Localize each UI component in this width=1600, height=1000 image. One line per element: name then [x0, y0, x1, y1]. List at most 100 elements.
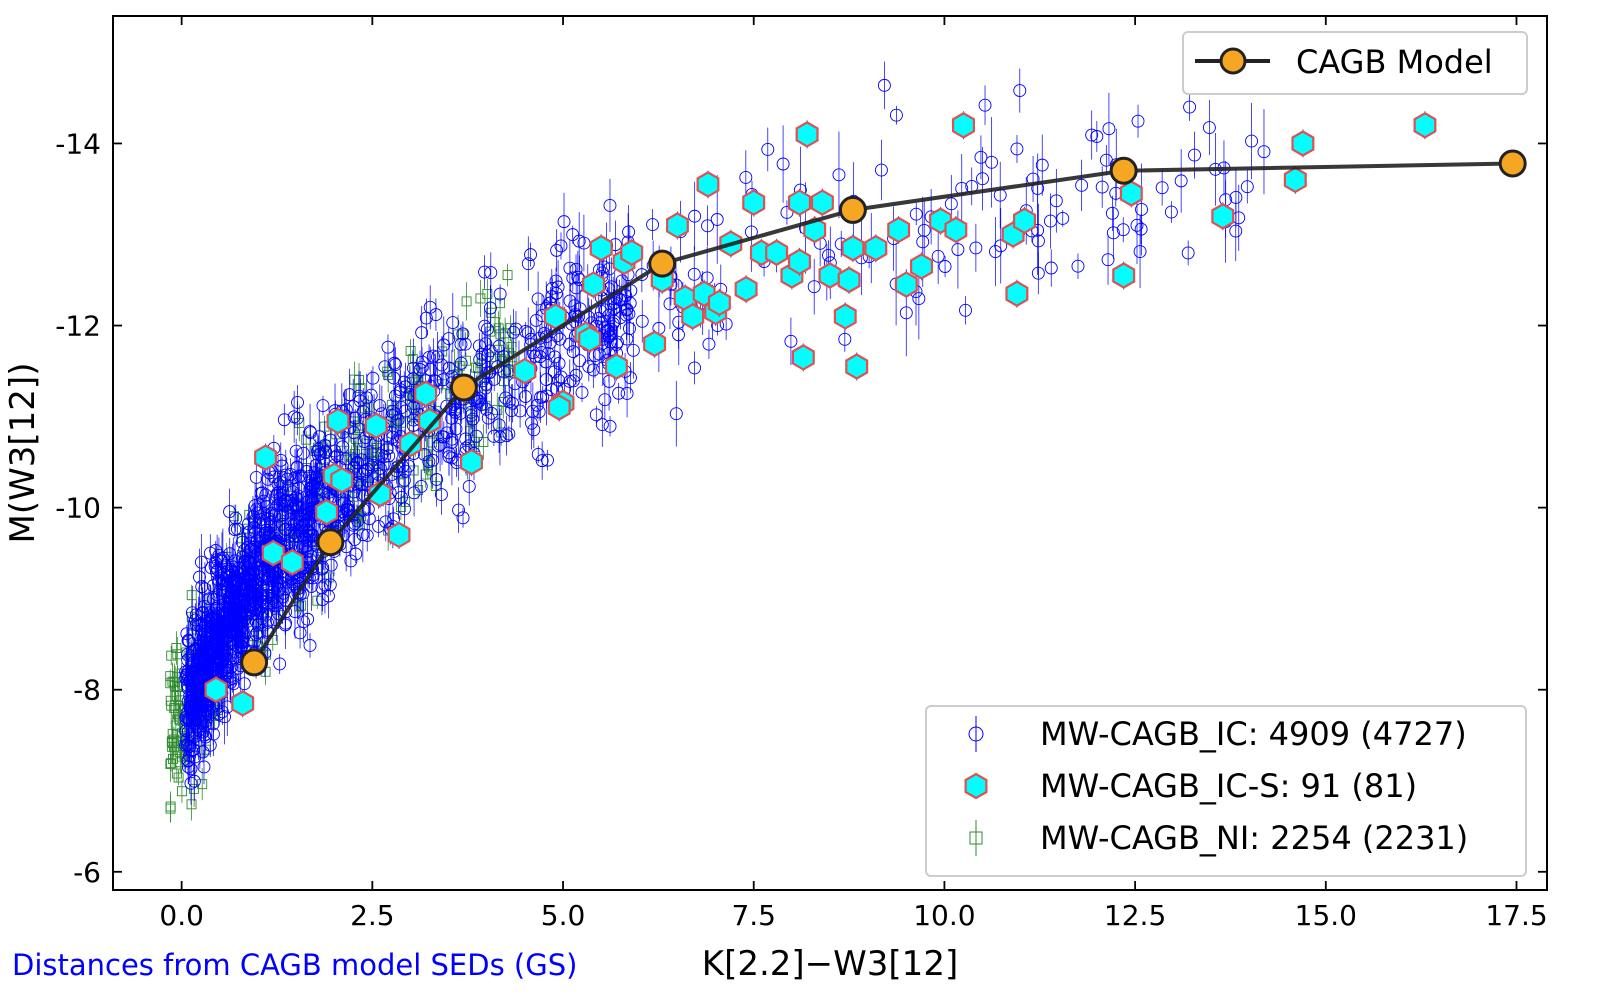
ic-marker — [493, 287, 507, 301]
ic-point — [180, 624, 194, 643]
ic-marker — [1245, 134, 1259, 148]
ic-point — [1085, 110, 1099, 160]
ic-point — [669, 380, 683, 447]
ic-point — [623, 283, 637, 323]
ni-marker — [400, 496, 411, 507]
ic-point — [603, 178, 617, 233]
ni-point — [173, 769, 184, 786]
ic-marker — [1131, 114, 1145, 128]
ic-point — [917, 198, 931, 263]
ic-point — [1102, 92, 1116, 165]
ic-point — [1257, 109, 1271, 195]
ic-point — [393, 363, 407, 421]
ic-marker — [549, 286, 563, 300]
ni-marker — [165, 801, 176, 812]
ic-marker — [373, 399, 387, 413]
ic-marker — [969, 241, 983, 255]
ic-point — [1181, 240, 1195, 266]
ni-point — [166, 646, 177, 666]
ic-marker — [612, 386, 626, 400]
ic-marker — [1035, 158, 1049, 172]
ic-marker — [985, 155, 999, 169]
ic-marker — [877, 78, 891, 92]
ic-marker — [1085, 128, 1099, 142]
ic-point — [688, 181, 702, 251]
ic-point — [702, 329, 716, 359]
ic-marker — [566, 228, 580, 242]
ni-point — [167, 736, 178, 750]
ic-marker — [541, 453, 554, 467]
ni-point — [470, 361, 481, 374]
ic-marker — [287, 410, 301, 424]
ic-marker — [336, 440, 350, 454]
ic-marker — [1102, 122, 1116, 136]
ic-marker — [623, 322, 636, 336]
ni-marker — [502, 270, 513, 281]
ic-marker — [595, 418, 609, 431]
ni-point — [176, 779, 187, 803]
ic-marker — [1090, 130, 1104, 143]
ic-marker — [531, 447, 545, 461]
ni-marker — [427, 437, 437, 448]
ic-marker — [456, 511, 470, 525]
ni-marker — [351, 434, 361, 444]
ic-marker — [557, 215, 571, 229]
ic-marker — [502, 395, 516, 408]
ic-point — [993, 161, 1007, 229]
ic-marker — [1116, 223, 1130, 237]
ic-marker — [286, 498, 300, 512]
ic-marker — [1202, 121, 1216, 135]
ic-marker — [272, 486, 286, 499]
ic-point — [586, 351, 600, 389]
ic-marker — [185, 606, 199, 620]
ic-marker — [1031, 234, 1045, 248]
ic-marker — [382, 449, 396, 463]
ic-marker — [395, 401, 409, 415]
ic-marker — [338, 507, 352, 521]
ic-marker — [541, 346, 555, 360]
ic-marker — [1031, 223, 1045, 237]
ic-marker — [277, 413, 291, 427]
ic-marker — [349, 547, 363, 561]
ic-marker — [548, 365, 561, 379]
ic-point — [382, 443, 396, 469]
ni-point — [427, 428, 437, 457]
ic-point — [472, 381, 486, 422]
ic-point — [573, 342, 587, 379]
ic-marker — [251, 618, 265, 632]
ic-marker — [1183, 100, 1197, 114]
ic-marker — [462, 479, 476, 493]
ic-marker — [442, 361, 456, 375]
ic-point — [1010, 134, 1024, 164]
ni-point — [461, 282, 472, 321]
ni-marker — [166, 650, 177, 661]
ic-marker — [446, 316, 460, 330]
ic-marker — [469, 429, 483, 443]
ic-point — [534, 372, 547, 423]
ic-point — [196, 741, 210, 763]
ic-marker — [1010, 142, 1024, 156]
ic-point — [974, 135, 988, 180]
ic-marker — [188, 750, 202, 764]
ic-marker — [507, 325, 521, 339]
ic-point — [456, 321, 470, 347]
ic-marker — [275, 508, 289, 522]
ic-point — [701, 205, 714, 247]
ic-marker — [322, 485, 336, 499]
ic-point — [1035, 134, 1049, 196]
ic-marker — [1181, 246, 1195, 260]
ni-marker — [165, 671, 176, 682]
ic-marker — [415, 326, 429, 340]
ic-marker — [250, 625, 264, 639]
ic-marker — [1071, 259, 1085, 273]
ic-point — [1174, 149, 1188, 213]
ic-marker — [213, 583, 227, 597]
ic-marker — [239, 548, 253, 562]
ic-point — [303, 633, 317, 658]
ic-point — [378, 352, 392, 381]
ic-marker — [899, 306, 913, 320]
ni-marker — [411, 374, 422, 385]
ic-marker — [247, 602, 261, 616]
ic-point — [210, 534, 224, 585]
ic-marker — [184, 776, 198, 790]
